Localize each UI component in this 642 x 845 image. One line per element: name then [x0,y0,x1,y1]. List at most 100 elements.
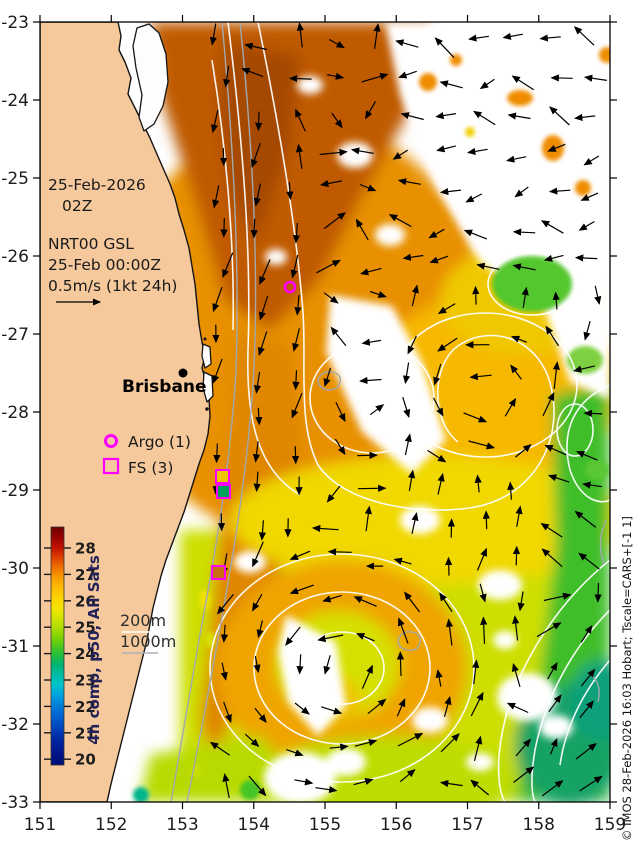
y-tick-label: -33 [1,793,29,813]
current-arrow-icon [514,186,529,198]
current-arrow-icon [575,451,598,461]
current-arrow-icon [512,545,521,566]
current-arrow-icon [511,662,521,688]
current-arrow-icon [574,113,596,121]
current-arrow-icon [468,440,496,450]
y-tick-label: -31 [1,637,29,657]
y-tick-label: -25 [1,169,29,189]
current-arrow-icon [370,290,387,298]
current-arrow-icon [329,743,349,751]
y-tick-label: -30 [1,559,29,579]
current-arrow-icon [400,112,424,121]
x-tick-label: 152 [95,815,127,835]
current-arrow-icon [445,556,453,576]
current-arrow-icon [399,769,416,783]
current-arrow-icon [248,775,267,797]
current-arrow-icon [296,22,304,48]
current-arrow-icon [350,147,374,155]
colorbar-gradient [50,526,65,766]
current-arrow-icon [367,698,387,715]
current-arrow-icon [439,80,463,89]
current-arrow-icon [216,594,234,615]
current-arrow-icon [443,696,452,717]
contour-200m-label: 200m [120,611,166,630]
current-arrow-icon [294,778,314,786]
current-arrow-icon [541,548,563,568]
bathymetry-contours [170,22,607,802]
current-arrow-icon [470,691,484,717]
model-line2: 25-Feb 00:00Z [48,256,161,274]
current-arrow-icon [388,214,412,228]
current-arrow-icon [253,655,261,674]
current-arrow-icon [396,651,405,677]
colorbar-tick-label: 24 [75,645,96,663]
current-arrow-icon [331,112,343,129]
current-arrow-icon [364,505,372,532]
current-arrow-icon [252,541,264,568]
current-arrow-icon [543,254,564,262]
current-arrow-icon [327,72,345,80]
x-tick-label: 159 [594,815,626,835]
current-arrow-icon [479,583,487,603]
current-arrow-icon [254,707,267,723]
current-arrow-icon [541,780,564,797]
current-arrow-icon [292,222,301,244]
plot-area [40,22,610,802]
current-arrow-icon [547,661,558,680]
axis-ticks: 151 152 153 154 155 156 157 158 159 -23 -24 -25 -26 -… [1,13,626,835]
current-arrow-icon [468,34,489,42]
current-arrow-icon [355,218,369,241]
moreton-island [201,343,212,369]
x-tick-label: 155 [309,815,341,835]
current-arrow-icon [361,72,389,83]
x-tick-label: 157 [451,815,483,835]
date-line2: 02Z [62,197,92,215]
current-arrow-icon [512,615,520,641]
current-arrow-icon [323,655,331,675]
current-arrow-icon [594,582,602,603]
current-arrow-icon [445,618,454,646]
current-arrow-icon [244,733,260,748]
current-arrow-icon [433,363,442,386]
current-arrow-icon [327,548,352,556]
current-arrow-icon [259,259,271,286]
current-arrow-icon [220,218,228,238]
current-arrow-icon [573,26,595,46]
current-arrow-icon [476,547,487,571]
current-arrow-icon [209,741,231,756]
current-arrow-icon [540,522,563,538]
current-arrow-icon [253,183,261,207]
current-arrow-icon [463,229,488,240]
city-label: Brisbane [122,377,207,397]
current-arrow-icon [547,143,566,152]
fs-legend-label: FS (3) [128,459,173,477]
current-arrow-icon [398,70,417,79]
x-tick-label: 153 [166,815,198,835]
current-arrow-icon [335,402,346,423]
current-arrow-icon [291,392,303,419]
current-arrow-icon [579,775,603,792]
fraser-island [132,23,169,132]
current-arrow-icon [408,469,416,491]
current-arrow-icon [512,263,536,271]
current-arrow-icon [463,412,488,423]
current-arrow-icon [511,75,535,91]
current-arrow-icon [473,735,483,762]
current-arrow-icon [359,267,382,276]
current-arrow-icon [480,616,488,644]
current-arrow-icon [472,659,480,685]
current-arrow-icon [544,444,567,456]
current-arrow-icon [552,361,560,390]
current-arrow-icon [580,624,593,643]
current-arrow-icon [212,358,223,384]
current-arrow-icon [436,145,457,153]
colorbar-tick-label: 26 [75,592,96,610]
current-arrow-icon [361,664,373,689]
y-tick-label: -28 [1,403,29,423]
current-arrow-icon [212,286,223,313]
current-arrow-icon [353,596,377,607]
credit-text: © IMOS 28-Feb-2026 16:03 Hobart; Tscale=… [620,516,634,841]
colorbar: 28 27 26 25 24 23 22 21 20 4h comp, p50, All Sat… [44,526,103,769]
fs-mooring-marker [211,565,226,580]
current-arrow-icon [395,39,419,48]
